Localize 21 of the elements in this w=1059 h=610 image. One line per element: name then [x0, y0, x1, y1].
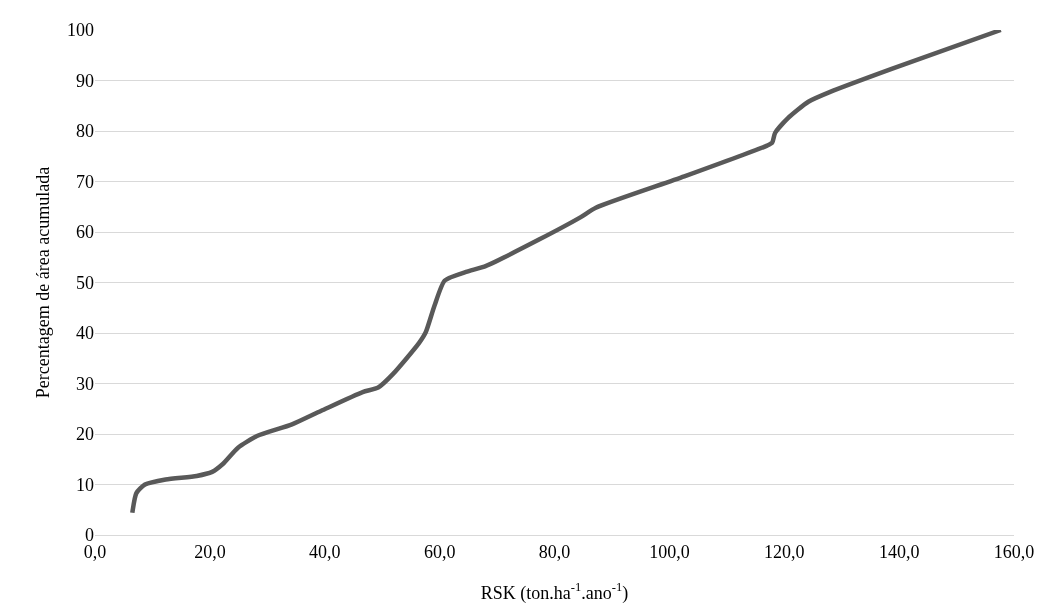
- x-tick-label: 80,0: [538, 541, 571, 562]
- y-tick-label: 70: [76, 171, 94, 192]
- y-tick-label: 100: [67, 20, 94, 41]
- y-tick-label: 80: [76, 121, 94, 142]
- line-series: [130, 30, 1004, 516]
- x-tick-label: 20,0: [194, 541, 226, 562]
- x-tick-label: 140,0: [878, 541, 920, 562]
- x-axis-title: RSK (ton.ha$^{-1}$.ano$^{-1}$): [480, 580, 629, 604]
- y-tick-label: 30: [76, 373, 94, 394]
- x-tick-label: 160,0: [993, 541, 1035, 562]
- x-tick-label: 120,0: [764, 541, 805, 562]
- y-tick-label: 90: [76, 70, 94, 91]
- y-axis-title: Percentagem de área acumulada: [33, 166, 53, 399]
- y-tick-label: 50: [76, 272, 94, 293]
- x-tick-label: 60,0: [423, 541, 456, 562]
- y-tick-label: 20: [76, 424, 94, 445]
- y-tick-label: 10: [76, 474, 94, 495]
- y-tick-label: 40: [76, 323, 94, 344]
- x-tick-label: 100,0: [649, 541, 690, 562]
- x-tick-label: 40,0: [309, 541, 341, 562]
- y-tick-label: 60: [76, 222, 94, 243]
